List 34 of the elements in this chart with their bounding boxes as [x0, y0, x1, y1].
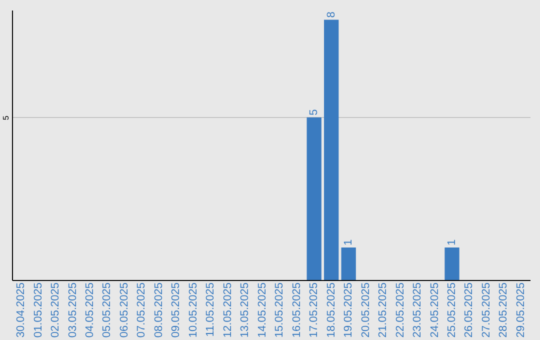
x-tick-label: 16.05.2025	[290, 282, 303, 338]
x-tick-label: 29.05.2025	[514, 282, 527, 338]
x-tick-label: 19.05.2025	[342, 282, 355, 338]
x-tick-label: 25.05.2025	[446, 282, 458, 338]
x-tick-label: 10.05.2025	[187, 282, 200, 338]
data-label: 1	[446, 239, 458, 246]
data-label: 1	[342, 239, 355, 246]
x-tick-label: 17.05.2025	[308, 282, 320, 338]
x-tick-label: 11.05.2025	[204, 282, 217, 337]
x-tick-label: 03.05.2025	[66, 282, 79, 338]
x-tick-label: 26.05.2025	[463, 282, 476, 338]
x-tick-label: 22.05.2025	[394, 282, 406, 338]
x-tick-label: 06.05.2025	[118, 282, 130, 338]
x-tick-label: 04.05.2025	[84, 282, 96, 338]
x-tick-label: 13.05.2025	[239, 282, 252, 338]
x-tick-label: 07.05.2025	[136, 282, 148, 338]
x-tick-label: 18.05.2025	[325, 282, 338, 338]
x-tick-label: 01.05.2025	[32, 282, 44, 338]
data-label: 5	[308, 109, 320, 116]
x-tick-label: 24.05.2025	[428, 282, 441, 338]
x-tick-label: 09.05.2025	[170, 282, 182, 338]
x-tick-label: 14.05.2025	[256, 282, 268, 338]
x-tick-label: 08.05.2025	[152, 282, 165, 338]
x-tick-label: 27.05.2025	[480, 282, 492, 338]
x-tick-label: 05.05.2025	[101, 282, 114, 338]
x-tick-label: 21.05.2025	[377, 282, 390, 338]
x-tick-label: 02.05.2025	[50, 282, 62, 338]
x-tick-label: 20.05.2025	[360, 282, 372, 338]
x-tick-label: 23.05.2025	[412, 282, 424, 338]
x-tick-label: 15.05.2025	[274, 282, 286, 338]
data-label: 8	[325, 12, 338, 18]
x-tick-label: 28.05.2025	[498, 282, 510, 338]
x-tick-label: 12.05.2025	[222, 282, 234, 338]
x-tick-label: 30.04.2025	[15, 282, 28, 338]
